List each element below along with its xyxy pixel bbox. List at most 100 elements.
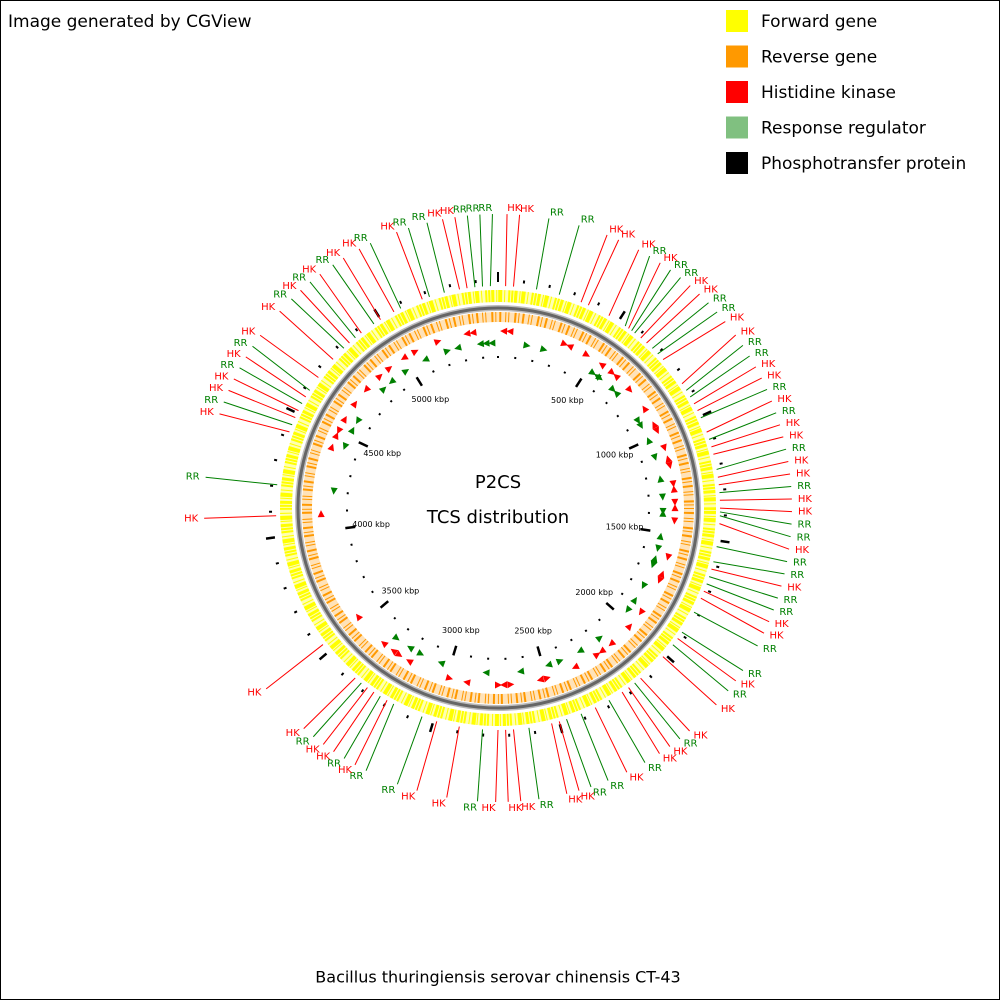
- leader-line: [245, 356, 307, 398]
- outer-major-tick: [720, 539, 730, 544]
- feature-marker: [482, 339, 490, 347]
- leader-line: [512, 214, 521, 287]
- tick-label: 1500 kbp: [606, 522, 644, 531]
- leader-line: [259, 334, 319, 378]
- leader-line: [322, 687, 368, 745]
- feature-marker: [671, 517, 679, 525]
- feature-label: RR: [234, 338, 248, 349]
- feature-label: HK: [521, 802, 536, 813]
- outer-minor-tick: [659, 348, 664, 352]
- feature-label: RR: [220, 360, 234, 371]
- leader-line: [558, 225, 580, 295]
- feature-label: HK: [767, 370, 782, 381]
- tick-label: 4000 kbp: [352, 520, 390, 529]
- feature-marker: [598, 362, 607, 370]
- feature-marker: [657, 570, 665, 579]
- feature-marker: [560, 339, 568, 346]
- feature-label: RR: [315, 255, 329, 266]
- feature-marker: [555, 658, 564, 666]
- leader-line: [672, 644, 729, 692]
- outer-minor-tick: [354, 328, 359, 332]
- feature-label: HK: [227, 349, 242, 360]
- leader-line: [628, 262, 661, 329]
- feature-marker: [669, 479, 677, 488]
- outer-minor-tick: [360, 688, 365, 693]
- legend-swatch: [726, 81, 748, 103]
- legend: Forward gene Reverse gene Histidine kinase…: [726, 10, 966, 174]
- leader-line: [719, 511, 792, 525]
- feature-marker: [595, 635, 603, 643]
- leader-line: [312, 682, 362, 738]
- caption: Bacillus thuringiensis serovar chinensis…: [315, 968, 680, 987]
- leader-line: [706, 583, 774, 611]
- minor-tick: [616, 414, 620, 418]
- leader-line: [697, 377, 762, 412]
- leader-line: [551, 723, 568, 794]
- feature-marker: [337, 426, 344, 434]
- leader-line: [535, 218, 550, 290]
- feature-marker: [374, 373, 383, 382]
- major-tick: [574, 377, 583, 388]
- leader-line: [291, 298, 345, 349]
- feature-marker: [608, 384, 616, 393]
- legend-label: Reverse gene: [761, 48, 877, 68]
- leader-line: [580, 234, 608, 303]
- leader-line: [634, 682, 681, 740]
- feature-label: HK: [673, 746, 688, 757]
- major-tick: [345, 525, 356, 530]
- feature-marker: [443, 348, 451, 356]
- leader-line: [681, 631, 744, 671]
- feature-label: HK: [282, 281, 297, 292]
- feature-label: HK: [507, 203, 522, 214]
- feature-marker: [571, 662, 580, 669]
- feature-label: HK: [214, 371, 229, 382]
- feature-marker: [670, 485, 678, 493]
- leader-line: [624, 255, 651, 327]
- feature-label: HK: [508, 803, 523, 814]
- leader-line: [358, 248, 395, 313]
- feature-label: HK: [581, 791, 596, 802]
- feature-marker: [613, 390, 622, 398]
- minor-tick: [547, 364, 551, 368]
- major-tick: [379, 600, 390, 609]
- leader-line: [223, 401, 293, 426]
- legend-swatch: [726, 116, 748, 139]
- feature-marker: [652, 421, 659, 430]
- feature-label: HK: [200, 407, 215, 418]
- feature-label: RR: [412, 212, 426, 223]
- minor-tick: [368, 426, 372, 430]
- feature-marker: [463, 329, 471, 337]
- feature-label: RR: [292, 272, 306, 283]
- outer-minor-tick: [606, 705, 611, 709]
- feature-marker: [500, 327, 508, 335]
- feature-label: RR: [722, 303, 736, 314]
- minor-tick: [642, 545, 646, 549]
- outer-minor-tick: [691, 389, 695, 393]
- leader-line: [719, 523, 790, 550]
- leader-line: [205, 476, 278, 486]
- leader-line: [706, 400, 773, 433]
- outer-major-tick: [285, 406, 296, 413]
- leader-line: [628, 687, 671, 747]
- outer-minor-tick: [712, 436, 717, 440]
- feature-marker: [407, 645, 415, 653]
- leader-line: [219, 413, 290, 433]
- forward-gene-ring: [280, 290, 716, 726]
- credit: Image generated by CGView: [8, 12, 252, 32]
- feature-label: RR: [763, 644, 777, 655]
- major-tick: [358, 441, 369, 448]
- feature-marker: [636, 421, 643, 429]
- leader-line: [711, 424, 781, 448]
- tick-label: 3000 kbp: [442, 626, 480, 635]
- feature-marker: [406, 659, 414, 666]
- leader-line: [505, 214, 508, 287]
- leader-line: [594, 707, 628, 773]
- feature-label: RR: [748, 669, 762, 680]
- feature-marker: [630, 597, 637, 605]
- minor-tick: [570, 638, 573, 642]
- feature-label: HK: [741, 327, 756, 338]
- feature-marker: [355, 416, 363, 424]
- feature-label: HK: [786, 418, 801, 429]
- feature-marker: [536, 675, 545, 683]
